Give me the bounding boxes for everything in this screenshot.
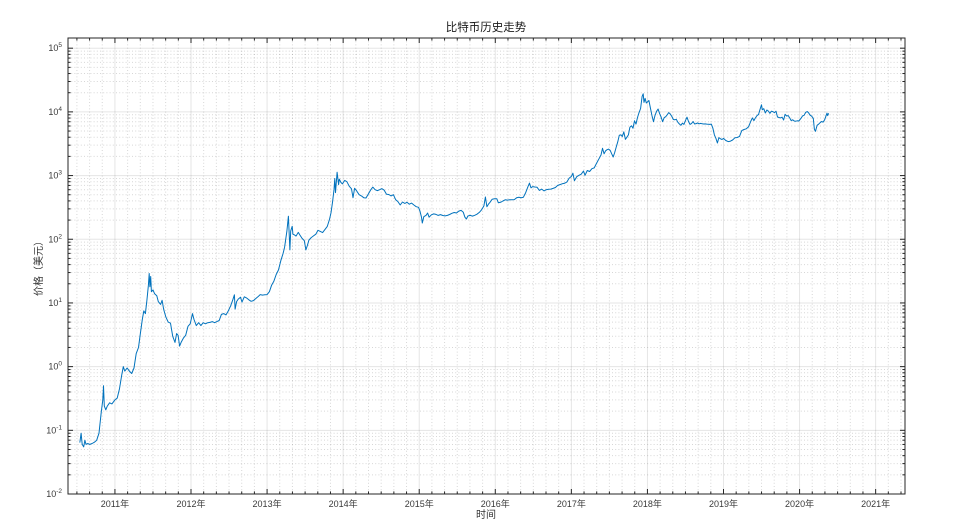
x-tick-label: 2019年	[709, 498, 738, 509]
x-tick-label: 2016年	[481, 498, 510, 509]
tick-label-layer: 2011年 2012年 2013年 2014年 2015年 2016年 2017年 2018年…	[46, 42, 890, 509]
grid-layer	[68, 38, 905, 495]
x-tick-label: 2013年	[253, 498, 282, 509]
y-tick-label: 100	[48, 361, 62, 372]
chart-title: 比特币历史走势	[446, 20, 527, 34]
price-line-layer	[79, 93, 829, 448]
y-tick-label: 103	[48, 170, 62, 181]
bitcoin-price-line	[79, 93, 829, 448]
x-tick-label: 2015年	[405, 498, 434, 509]
x-tick-label: 2018年	[633, 498, 662, 509]
y-tick-label: 10-2	[46, 488, 62, 499]
x-tick-label: 2014年	[329, 498, 358, 509]
y-tick-label: 10-1	[46, 424, 62, 435]
y-tick-label: 105	[48, 42, 62, 53]
x-tick-label: 2012年	[176, 498, 205, 509]
x-tick-label: 2017年	[557, 498, 586, 509]
y-tick-label: 104	[48, 106, 62, 117]
y-tick-label: 101	[48, 297, 62, 308]
y-axis-label: 价格（美元）	[32, 236, 45, 296]
x-axis-label: 时间	[476, 508, 496, 521]
y-tick-label: 102	[48, 233, 62, 244]
axes-layer	[67, 37, 906, 495]
x-tick-label: 2011年	[101, 498, 129, 509]
x-tick-label: 2020年	[785, 498, 814, 509]
x-tick-label: 2021年	[861, 498, 890, 509]
